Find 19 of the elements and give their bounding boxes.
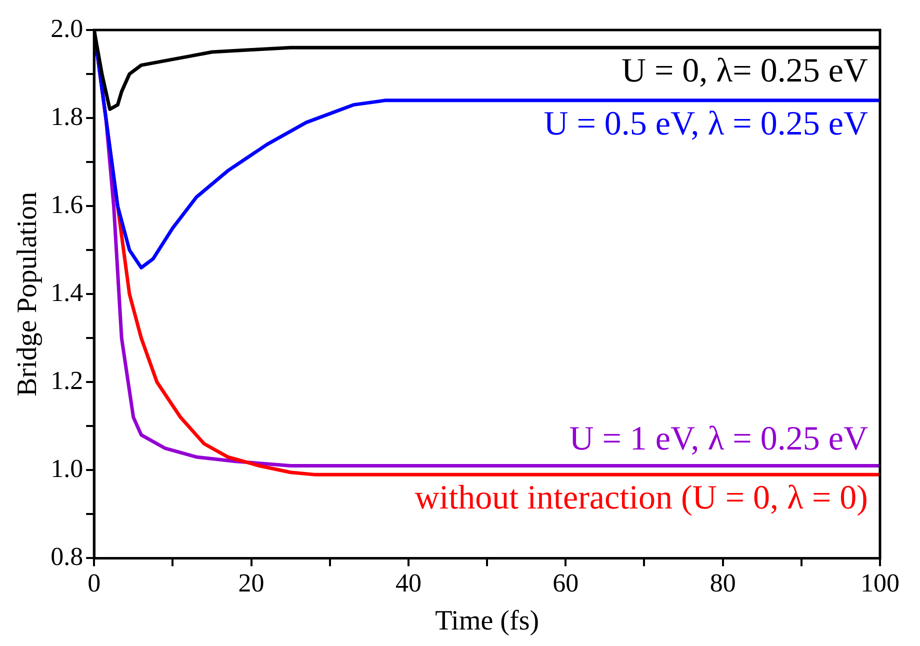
y-tick-label: 1.4 [50, 278, 84, 307]
x-tick-label: 60 [552, 568, 579, 598]
x-tick-label: 0 [88, 568, 101, 598]
y-tick-label: 1.8 [50, 102, 84, 131]
y-tick-label: 1.6 [50, 190, 84, 219]
x-axis-title: Time (fs) [435, 606, 540, 637]
y-tick-label: 1.2 [50, 366, 84, 395]
x-tick-label: 20 [238, 568, 264, 598]
y-tick-label: 2.0 [50, 14, 84, 43]
x-tick-label: 100 [860, 568, 900, 598]
y-tick-label: 1.0 [50, 454, 84, 483]
series-label: U = 0, λ= 0.25 eV [621, 52, 868, 90]
x-tick-label: 80 [710, 568, 736, 598]
y-axis-title: Bridge Population [12, 192, 44, 396]
series-label: without interaction (U = 0, λ = 0) [414, 479, 868, 516]
y-tick-label: 0.8 [50, 542, 84, 572]
series-label: U = 1 eV, λ = 0.25 eV [569, 420, 868, 458]
series-label: U = 0.5 eV, λ = 0.25 eV [544, 105, 868, 142]
x-tick-label: 40 [395, 568, 422, 598]
